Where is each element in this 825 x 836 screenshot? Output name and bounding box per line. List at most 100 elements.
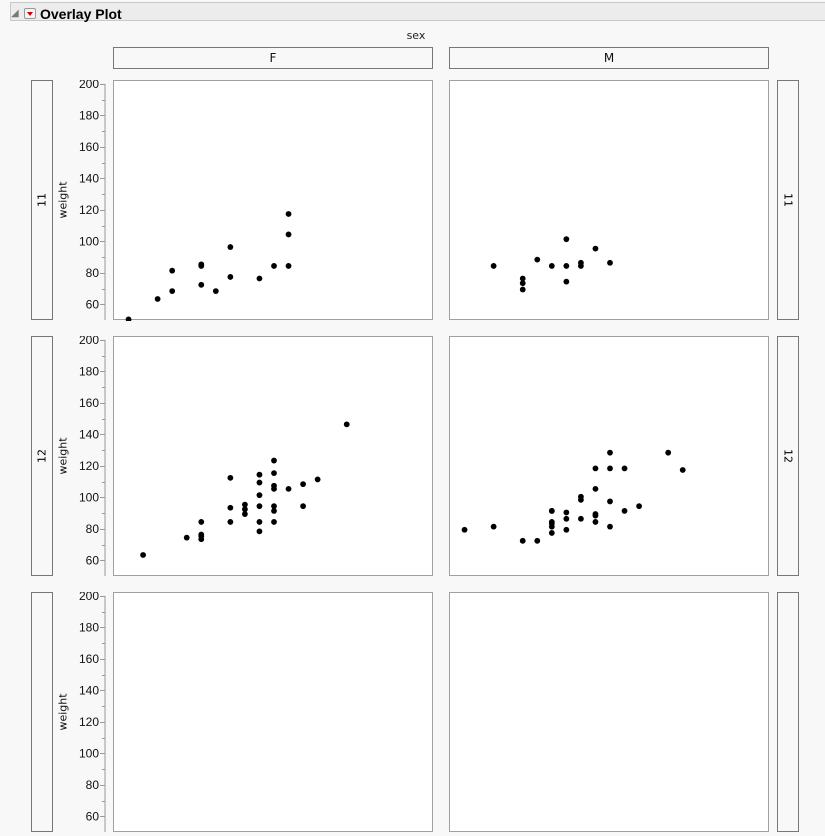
- data-point: [227, 274, 234, 280]
- y-axis: 60 80 100 120 140 160 180 200: [60, 333, 110, 577]
- data-point: [256, 275, 263, 282]
- data-point: [578, 496, 584, 503]
- y-tick-label: 60: [86, 809, 100, 823]
- data-point: [256, 503, 263, 510]
- data-point: [271, 519, 277, 525]
- data-point: [271, 508, 277, 514]
- y-tick-label: 100: [79, 490, 99, 504]
- data-point: [227, 474, 234, 481]
- data-point: [227, 504, 234, 511]
- y-tick-label: 100: [79, 234, 99, 248]
- data-point: [519, 275, 526, 282]
- plot-panel-m[interactable]: [449, 592, 769, 832]
- data-point: [534, 537, 541, 544]
- data-point: [665, 449, 672, 456]
- plot-panel-m[interactable]: [449, 336, 769, 576]
- row-strip-right: 11: [777, 80, 799, 320]
- row-strip-label: 12: [35, 449, 49, 463]
- data-point: [285, 211, 292, 217]
- y-tick-label: 140: [79, 171, 99, 185]
- data-point: [154, 296, 161, 302]
- disclosure-triangle-icon[interactable]: ◢: [11, 8, 19, 19]
- data-point: [490, 523, 497, 530]
- plot-panel-m[interactable]: [449, 80, 769, 320]
- data-point: [563, 263, 570, 269]
- y-tick-label: 160: [79, 396, 99, 410]
- data-point: [285, 231, 292, 238]
- data-point: [679, 467, 686, 473]
- y-tick-label: 180: [79, 364, 99, 378]
- data-point: [607, 523, 613, 530]
- data-point: [198, 536, 205, 543]
- data-point: [183, 534, 190, 541]
- y-tick-label: 100: [79, 746, 99, 760]
- data-point: [578, 515, 584, 522]
- row-strip-label: 11: [781, 193, 795, 207]
- data-point: [548, 263, 555, 269]
- row-strip-right: 12: [777, 336, 799, 576]
- data-point: [227, 519, 234, 525]
- column-strip-m: M: [449, 47, 769, 69]
- data-point: [198, 281, 205, 288]
- data-point: [256, 471, 263, 478]
- data-point: [563, 278, 570, 285]
- plot-panel-f[interactable]: [113, 592, 433, 832]
- plot-panel-f[interactable]: [113, 336, 433, 576]
- data-point: [256, 492, 263, 499]
- data-point: [271, 503, 277, 510]
- data-point: [563, 526, 570, 533]
- y-tick-label: 80: [86, 522, 100, 536]
- data-point: [563, 236, 570, 243]
- data-point: [169, 288, 176, 294]
- y-tick-label: 120: [79, 203, 99, 217]
- data-point: [198, 261, 205, 268]
- column-strip-f: F: [113, 47, 433, 69]
- data-point: [607, 465, 613, 472]
- data-point: [578, 263, 584, 269]
- data-point: [592, 485, 599, 492]
- data-point: [519, 537, 526, 544]
- data-point: [242, 506, 248, 513]
- red-triangle-menu-icon[interactable]: [24, 8, 36, 19]
- data-point: [169, 267, 176, 274]
- data-point: [548, 530, 555, 536]
- data-point: [563, 509, 570, 516]
- y-tick-label: 120: [79, 459, 99, 473]
- y-tick-label: 200: [79, 336, 99, 347]
- data-point: [285, 485, 292, 492]
- data-point: [256, 519, 263, 525]
- data-point: [490, 263, 497, 269]
- data-point: [198, 519, 205, 525]
- plot-panel-f[interactable]: [113, 80, 433, 321]
- data-point: [285, 263, 292, 269]
- report-title: Overlay Plot: [40, 6, 122, 22]
- row-strip-right: [777, 592, 799, 832]
- data-point: [592, 245, 599, 252]
- data-point: [519, 280, 526, 287]
- data-point: [140, 552, 146, 558]
- y-axis: 60 80 100 120 140 160 180 200: [60, 589, 110, 833]
- data-point: [256, 479, 263, 486]
- data-point: [271, 263, 277, 269]
- y-tick-label: 160: [79, 140, 99, 154]
- data-point: [607, 259, 613, 266]
- data-point: [621, 465, 628, 472]
- data-point: [242, 501, 248, 508]
- y-tick-label: 200: [79, 592, 99, 603]
- y-tick-label: 180: [79, 620, 99, 634]
- overlay-plot-header[interactable]: ◢ Overlay Plot: [10, 2, 825, 22]
- data-point: [271, 485, 277, 492]
- data-point: [271, 457, 277, 464]
- data-point: [242, 511, 248, 517]
- y-axis: 60 80 100 120 140 160 180 200: [60, 77, 110, 321]
- row-strip-label: 11: [35, 193, 49, 207]
- data-point: [256, 528, 263, 535]
- data-point: [548, 523, 555, 530]
- row-strip-left: [31, 592, 53, 832]
- data-point: [621, 508, 628, 514]
- y-tick-label: 80: [86, 778, 100, 792]
- data-point: [636, 503, 642, 510]
- data-point: [461, 526, 468, 533]
- data-point: [563, 515, 570, 522]
- data-point: [607, 498, 613, 505]
